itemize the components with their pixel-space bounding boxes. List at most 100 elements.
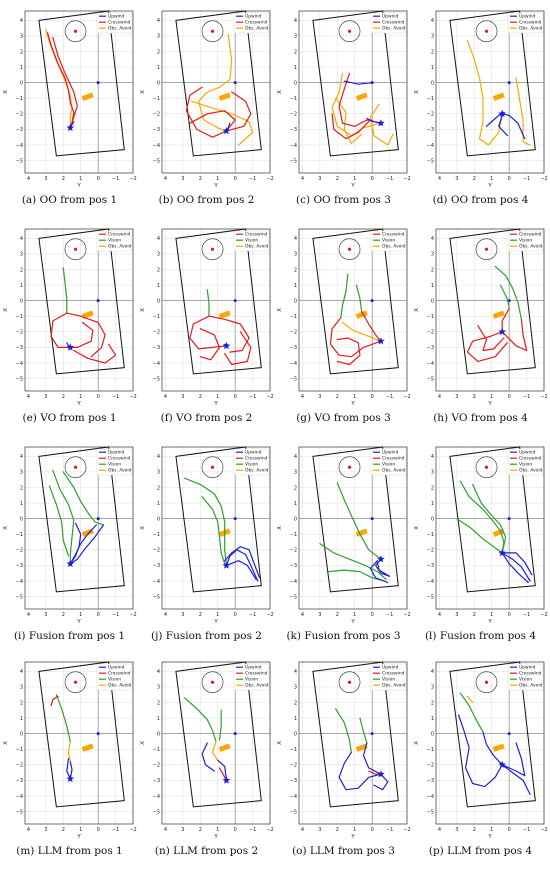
x-tick-label: −2 [266,827,273,833]
panel-caption: (e) VO from pos 1 [22,412,117,424]
x-tick-label: −1 [386,394,393,400]
x-tick-label: 2 [336,176,339,182]
trajectory-upwind [501,113,526,140]
legend-label: Obs. Avoid [519,244,543,250]
x-axis-label: Y [350,619,355,625]
y-axis-label: X [414,741,420,745]
chart-plot: 4 3 2 1 0 −1 −2 4 3 2 1 0 −1 −2 −3 −4 −5 Y X CrosswindVisio… [3,228,137,407]
legend-label: Vision [519,677,532,683]
y-tick-label: −3 [16,345,23,351]
trajectory-crosswind [50,695,59,707]
y-tick-label: 3 [20,685,23,691]
x-axis-label: Y [350,834,355,840]
chart-panel: 4 3 2 1 0 −1 −2 4 3 2 1 0 −1 −2 −3 −4 −5 Y X Upwind Crosswin… [1,439,138,654]
y-tick-label: −2 [153,330,160,336]
x-tick-label: 0 [371,827,374,833]
trajectory-upwind [501,552,529,584]
legend-label: Upwind [519,665,536,671]
y-tick-label: 3 [431,252,434,258]
x-tick-label: 1 [490,394,493,400]
legend-label: Crosswind [108,20,131,26]
target-point [210,247,215,251]
trajectory-obs-avoid [341,321,382,342]
y-axis-label: X [414,90,420,94]
x-tick-label: −1 [523,827,530,833]
obstacle [81,743,94,752]
y-tick-label: −1 [16,314,23,320]
y-tick-label: 0 [157,731,160,737]
waypoint-dot [507,81,511,85]
trajectory-crosswind [69,321,94,348]
chart-panel: 4 3 2 1 0 −1 −2 4 3 2 1 0 −1 −2 −3 −4 −5 Y X Upwind Crosswin… [412,654,549,869]
y-axis-label: X [140,741,146,745]
trajectory-upwind [482,731,503,766]
x-tick-label: 0 [508,394,511,400]
axes-frame [298,10,408,174]
axes-frame [435,228,545,392]
x-axis-label: Y [350,401,355,407]
legend-label: Obs. Avoid [245,244,269,250]
waypoint-dot [96,517,100,521]
y-tick-label: −1 [153,314,160,320]
y-axis-label: X [140,90,146,94]
y-tick-label: −1 [427,314,434,320]
end-position-marker [222,126,231,135]
x-tick-label: 3 [318,827,321,833]
chart-plot: 4 3 2 1 0 −1 −2 4 3 2 1 0 −1 −2 −3 −4 −5 Y X UpwindCrosswin… [414,446,548,625]
x-tick-label: 2 [199,176,202,182]
y-tick-label: −3 [290,127,297,133]
target-point [347,680,352,684]
trajectory-upwind [375,558,391,577]
trajectory-vision [499,284,510,309]
target-zone [475,238,498,261]
chart-plot: 4 3 2 1 0 −1 −2 4 3 2 1 0 −1 −2 −3 −4 −5 Y X CrosswindVisio… [277,228,411,407]
y-tick-label: −3 [427,127,434,133]
target-zone [201,456,224,479]
y-tick-label: −5 [16,809,23,815]
y-tick-label: 0 [20,516,23,522]
x-tick-label: 1 [490,827,493,833]
waypoint-dot [233,732,237,736]
x-tick-label: −1 [249,827,256,833]
waypoint-dot [233,517,237,521]
x-tick-label: 4 [164,612,167,618]
y-tick-label: −4 [290,143,297,149]
y-tick-label: −3 [153,778,160,784]
axes-frame [435,446,545,610]
x-tick-label: −2 [540,176,547,182]
legend-label: Crosswind [519,671,542,677]
y-axis-label: X [277,308,283,312]
target-zone [475,20,498,43]
x-tick-label: 4 [27,394,30,400]
y-tick-label: 2 [20,49,23,55]
x-tick-label: 2 [473,612,476,618]
obstacle [355,743,368,752]
y-tick-label: −3 [153,127,160,133]
legend-label: Vision [108,462,121,468]
x-tick-label: −2 [129,612,136,618]
chart-panel: 4 3 2 1 0 −1 −2 4 3 2 1 0 −1 −2 −3 −4 −5 Y X Upwind Crosswin… [1,654,138,869]
x-tick-label: 4 [301,394,304,400]
trajectory-upwind [225,549,259,582]
y-tick-label: −4 [16,579,23,585]
x-tick-label: 4 [27,827,30,833]
trajectory-upwind [201,742,215,772]
x-tick-label: −2 [266,612,273,618]
x-tick-label: 3 [181,612,184,618]
target-point [210,29,215,33]
y-tick-label: −3 [16,778,23,784]
x-tick-label: 2 [336,827,339,833]
x-tick-label: 2 [62,612,65,618]
y-tick-label: 1 [294,716,297,722]
legend-label: Upwind [108,450,125,456]
trajectory-vision [328,569,385,582]
y-axis-label: X [414,308,420,312]
chart-panel: 4 3 2 1 0 −1 −2 4 3 2 1 0 −1 −2 −3 −4 −5 Y X Upwind Crosswin… [275,3,412,218]
trajectory-vision [48,485,70,557]
x-tick-label: 2 [199,827,202,833]
x-tick-label: −1 [112,394,119,400]
target-zone [475,456,498,479]
